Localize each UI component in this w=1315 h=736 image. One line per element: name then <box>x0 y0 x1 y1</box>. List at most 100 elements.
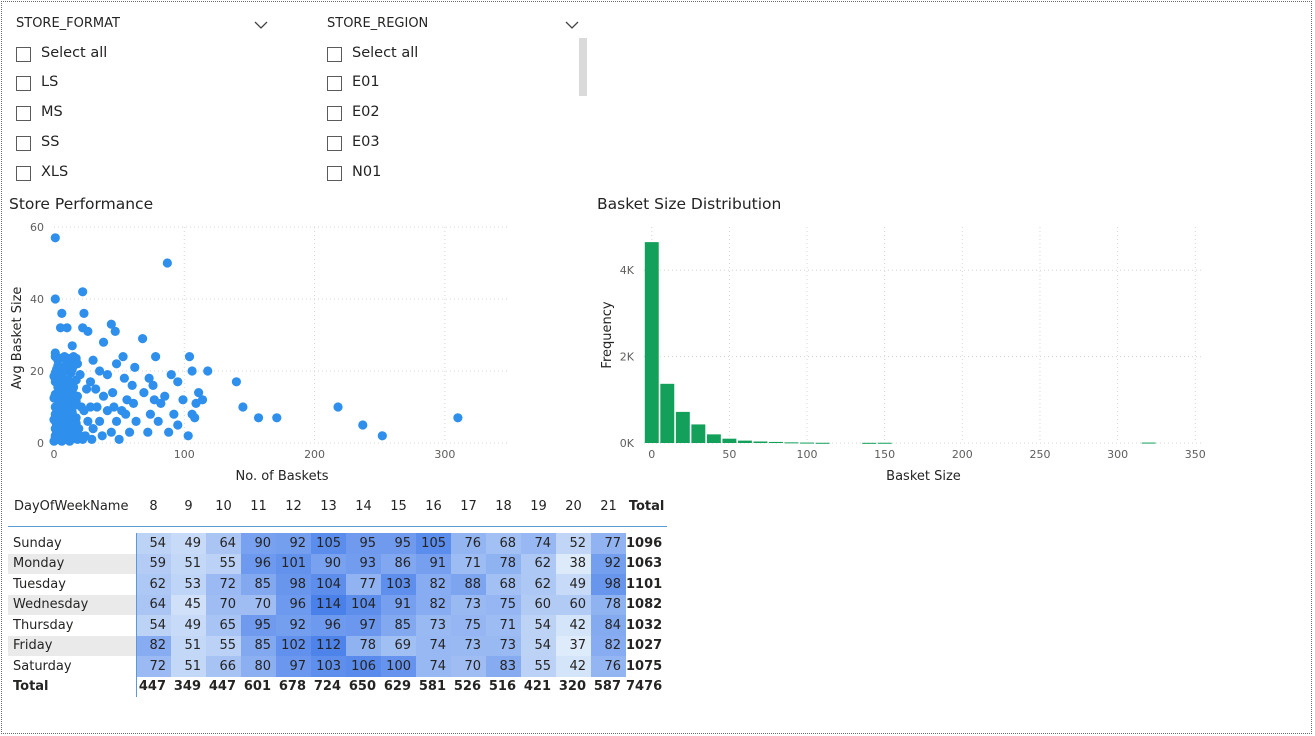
histogram-bar[interactable] <box>722 438 737 443</box>
scatter-point[interactable] <box>173 420 183 430</box>
scatter-point[interactable] <box>78 287 88 297</box>
scatter-point[interactable] <box>137 334 148 344</box>
store-format-option-ls[interactable]: LS <box>16 74 256 96</box>
histogram-bar[interactable] <box>784 442 799 444</box>
checkbox[interactable] <box>16 76 31 91</box>
scatter-point[interactable] <box>231 377 241 387</box>
store-region-option-n01[interactable]: N01 <box>327 164 567 186</box>
checkbox[interactable] <box>16 47 31 62</box>
checkbox[interactable] <box>327 136 342 151</box>
chevron-down-icon[interactable] <box>565 18 579 32</box>
scatter-point[interactable] <box>106 319 116 329</box>
store-region-option-e03[interactable]: E03 <box>327 134 567 156</box>
scatter-point[interactable] <box>127 380 137 390</box>
scatter-point[interactable] <box>67 407 77 417</box>
store-format-slicer-header[interactable]: STORE_FORMAT <box>16 16 276 38</box>
histogram-bar[interactable] <box>800 442 815 444</box>
scatter-point[interactable] <box>67 341 77 351</box>
scatter-point[interactable] <box>55 323 66 333</box>
store-format-option-ss[interactable]: SS <box>16 134 256 156</box>
histogram-bar[interactable] <box>644 242 659 443</box>
scatter-point[interactable] <box>143 427 153 437</box>
checkbox[interactable] <box>327 106 342 121</box>
store-region-option-select-all[interactable]: Select all <box>327 45 567 67</box>
scatter-point[interactable] <box>110 326 120 336</box>
histogram-bar[interactable] <box>675 411 690 443</box>
scatter-point[interactable] <box>71 375 81 385</box>
scatter-point[interactable] <box>190 413 200 423</box>
scatter-point[interactable] <box>114 434 124 444</box>
checkbox[interactable] <box>327 76 342 91</box>
scatter-point[interactable] <box>187 366 197 376</box>
scatter-point[interactable] <box>166 370 176 380</box>
scatter-point[interactable] <box>71 418 81 428</box>
scatter-point[interactable] <box>124 427 135 437</box>
store-format-option-ms[interactable]: MS <box>16 104 256 126</box>
scatter-point[interactable] <box>162 258 172 268</box>
scatter-point[interactable] <box>160 391 170 401</box>
store-format-option-select-all[interactable]: Select all <box>16 45 256 67</box>
scatter-point[interactable] <box>83 416 93 426</box>
scatter-point[interactable] <box>95 366 105 376</box>
scatter-point[interactable] <box>59 429 70 439</box>
scatter-point[interactable] <box>358 420 368 430</box>
scatter-point[interactable] <box>92 402 102 412</box>
store-region-option-e01[interactable]: E01 <box>327 74 567 96</box>
scatter-point[interactable] <box>194 388 204 398</box>
scatter-point[interactable] <box>148 380 158 390</box>
scatter-point[interactable] <box>118 352 128 362</box>
scatter-point[interactable] <box>169 409 179 419</box>
scatter-point[interactable] <box>68 382 79 392</box>
scatter-point[interactable] <box>97 431 107 441</box>
scatter-point[interactable] <box>139 388 149 398</box>
scatter-point[interactable] <box>119 373 129 383</box>
scatter-point[interactable] <box>128 398 139 408</box>
histogram-bar[interactable] <box>769 441 783 443</box>
scatter-point[interactable] <box>131 416 141 426</box>
scatter-point[interactable] <box>144 373 154 383</box>
histogram-bar[interactable] <box>737 440 752 443</box>
scatter-point[interactable] <box>63 375 73 385</box>
scatter-point[interactable] <box>91 384 101 394</box>
scatter-point[interactable] <box>98 391 109 401</box>
scatter-point[interactable] <box>75 431 85 441</box>
scatter-point[interactable] <box>377 431 387 441</box>
store-region-slicer-header[interactable]: STORE_REGION <box>327 16 587 38</box>
scatter-point[interactable] <box>98 337 109 347</box>
scatter-point[interactable] <box>57 308 67 318</box>
scatter-point[interactable] <box>106 427 116 437</box>
checkbox[interactable] <box>16 106 31 121</box>
scatter-point[interactable] <box>178 395 188 405</box>
checkbox[interactable] <box>327 166 342 181</box>
scatter-point[interactable] <box>62 400 72 410</box>
scatter-point[interactable] <box>111 416 122 426</box>
scatter-point[interactable] <box>102 406 113 416</box>
scatter-point[interactable] <box>153 416 163 426</box>
scatter-point[interactable] <box>88 424 98 434</box>
scatter-point[interactable] <box>111 359 122 369</box>
histogram-bar[interactable] <box>815 442 830 444</box>
scatter-point[interactable] <box>53 361 63 371</box>
store-performance-scatter-chart[interactable]: 0 20 40 60 0 100 200 300 No. of Baskets Avg Baske… <box>0 215 520 490</box>
histogram-bar[interactable] <box>660 383 675 443</box>
scatter-point[interactable] <box>81 384 92 394</box>
scatter-point[interactable] <box>156 398 166 408</box>
basket-size-histogram[interactable]: 0K 2K 4K 0 50 100 150 200 250 300 350 Basket Size Fr… <box>590 215 1220 490</box>
checkbox[interactable] <box>327 47 342 62</box>
chevron-down-icon[interactable] <box>254 18 268 32</box>
scatter-point[interactable] <box>102 370 113 380</box>
histogram-bar[interactable] <box>877 442 892 444</box>
scatter-point[interactable] <box>88 355 98 365</box>
scatter-point[interactable] <box>253 413 264 423</box>
scatter-point[interactable] <box>108 388 118 398</box>
histogram-bar[interactable] <box>862 442 877 444</box>
scatter-point[interactable] <box>58 368 68 378</box>
histogram-bar[interactable] <box>706 434 721 443</box>
scatter-point[interactable] <box>164 427 174 437</box>
store-region-scrollbar[interactable] <box>579 38 587 96</box>
store-format-option-xls[interactable]: XLS <box>16 164 256 186</box>
scatter-point[interactable] <box>62 323 72 333</box>
scatter-point[interactable] <box>272 413 282 423</box>
scatter-point[interactable] <box>85 377 96 387</box>
histogram-bar[interactable] <box>691 424 706 443</box>
